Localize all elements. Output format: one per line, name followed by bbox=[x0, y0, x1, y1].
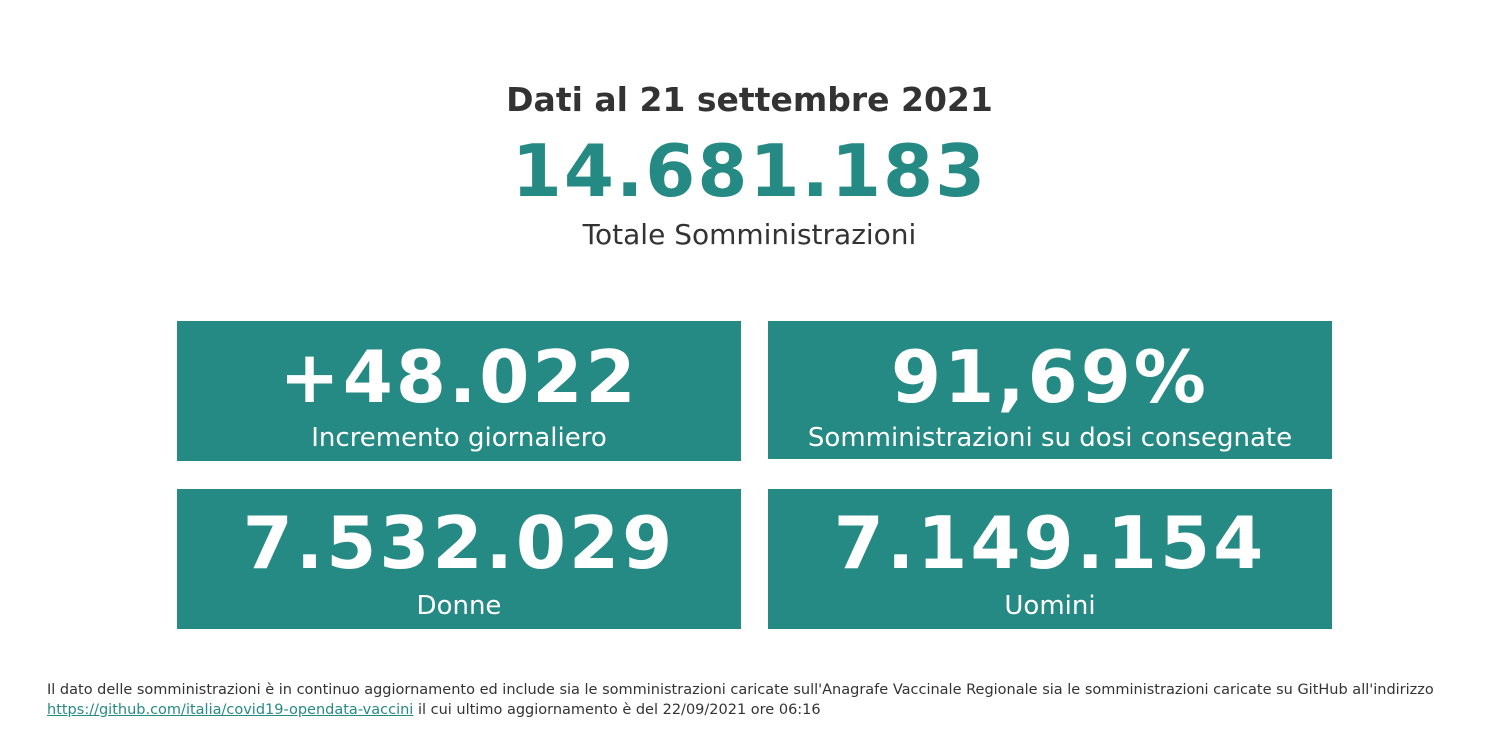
date-title: Dati al 21 settembre 2021 bbox=[506, 80, 993, 119]
women-value: 7.532.029 bbox=[242, 501, 676, 585]
women-card: 7.532.029 Donne bbox=[177, 489, 741, 629]
daily-increase-card: +48.022 Incremento giornaliero bbox=[177, 321, 741, 461]
footnote: Il dato delle somministrazioni è in cont… bbox=[47, 680, 1487, 720]
total-administrations-value: 14.681.183 bbox=[511, 129, 988, 213]
men-card: 7.149.154 Uomini bbox=[768, 489, 1332, 629]
footnote-text-before: Il dato delle somministrazioni è in cont… bbox=[47, 682, 1434, 698]
daily-increase-value: +48.022 bbox=[279, 335, 639, 419]
men-value: 7.149.154 bbox=[833, 501, 1267, 585]
men-label: Uomini bbox=[1004, 591, 1096, 621]
footnote-text-after: il cui ultimo aggiornamento è del 22/09/… bbox=[417, 702, 821, 718]
github-link[interactable]: https://github.com/italia/covid19-openda… bbox=[47, 702, 414, 718]
delivered-doses-percentage-value: 91,69% bbox=[891, 335, 1209, 419]
delivered-doses-percentage-card: 91,69% Somministrazioni su dosi consegna… bbox=[768, 321, 1332, 459]
women-label: Donne bbox=[416, 591, 502, 621]
daily-increase-label: Incremento giornaliero bbox=[311, 423, 607, 453]
delivered-doses-percentage-label: Somministrazioni su dosi consegnate bbox=[807, 423, 1293, 453]
total-administrations-label: Totale Somministrazioni bbox=[582, 218, 917, 251]
